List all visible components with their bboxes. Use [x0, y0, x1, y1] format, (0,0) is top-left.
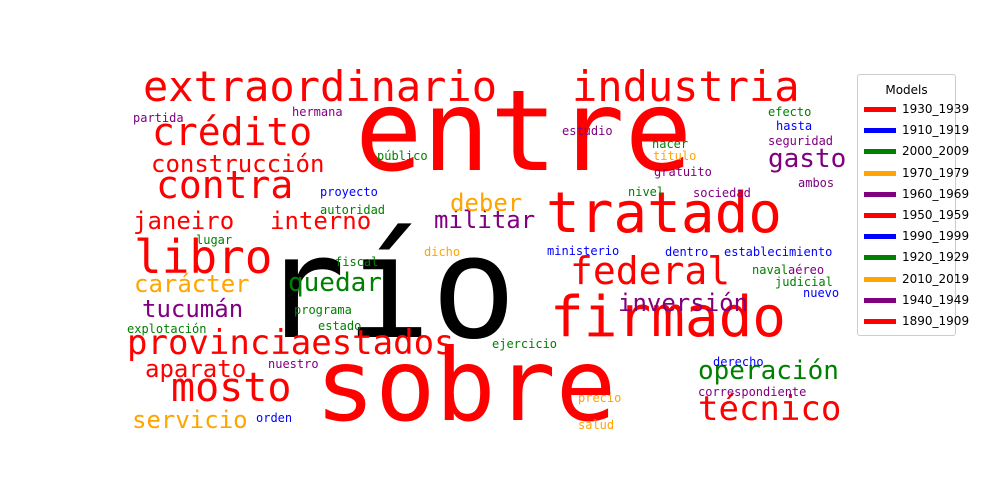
legend-item: 1990_1999: [864, 228, 969, 246]
word-40: seguridad: [768, 134, 834, 148]
legend-swatch: [864, 255, 896, 261]
word-13: provinciaestados: [127, 323, 455, 363]
legend-swatch: [864, 319, 896, 324]
legend-label: 1990_1999: [902, 229, 970, 244]
legend-item: 2010_2019: [864, 271, 969, 289]
word-9: libro: [134, 230, 273, 284]
word-59: precio: [578, 391, 622, 405]
word-57: derecho: [713, 355, 764, 369]
legend-title: Models: [885, 83, 928, 97]
word-6: industria: [572, 68, 800, 111]
word-21: tucumán: [142, 295, 244, 323]
word-44: ministerio: [547, 244, 620, 258]
legend-label: 1920_1929: [902, 250, 970, 265]
legend-label: 1970_1979: [902, 165, 970, 180]
word-37: sociedad: [693, 186, 751, 200]
word-61: salud: [578, 418, 615, 432]
legend-label: 1960_1969: [902, 186, 970, 201]
word-39: hasta: [776, 119, 813, 133]
legend-swatch: [864, 213, 896, 218]
word-4: firmado: [550, 285, 787, 350]
legend-swatch: [864, 191, 896, 197]
word-36: nivel: [628, 185, 665, 199]
word-19: militar: [434, 206, 536, 234]
word-55: ejercicio: [492, 337, 558, 351]
word-56: nuestro: [268, 357, 319, 371]
word-52: programa: [294, 303, 352, 317]
word-54: explotación: [127, 322, 207, 336]
word-7: crédito: [152, 110, 313, 154]
word-5: extraordinario: [143, 68, 498, 111]
word-20: inversión: [618, 289, 749, 317]
word-45: dentro: [665, 245, 709, 259]
legend-item: 1920_1929: [864, 249, 969, 267]
legend-item: 1970_1979: [864, 165, 969, 183]
word-43: dicho: [424, 245, 461, 259]
word-11: mosto: [171, 365, 292, 411]
word-26: servicio: [132, 406, 248, 434]
word-42: lugar: [196, 233, 233, 247]
word-22: quedar: [288, 268, 382, 298]
word-30: público: [377, 149, 428, 163]
word-50: judicial: [775, 275, 833, 289]
word-15: janeiro: [133, 207, 235, 235]
word-cloud: río sobre entre tratado firmado extraordinari…: [120, 68, 855, 440]
word-1: sobre: [315, 327, 617, 440]
word-3: tratado: [546, 181, 783, 246]
word-47: fiscal: [335, 255, 379, 269]
word-2: entre: [355, 68, 693, 197]
word-28: hermana: [292, 105, 343, 119]
word-18: gasto: [768, 144, 847, 174]
legend-label: 2010_2019: [902, 271, 970, 286]
word-27: partida: [133, 111, 184, 125]
word-23: operación: [698, 356, 839, 386]
word-51: nuevo: [803, 286, 840, 300]
legend-label: 1930_1939: [902, 102, 970, 116]
legend-item: 1960_1969: [864, 186, 969, 204]
word-53: estado: [318, 319, 362, 333]
legend-swatch: [864, 297, 896, 303]
legend-swatch: [864, 234, 896, 240]
word-35: gratuito: [654, 165, 712, 179]
word-60: orden: [256, 411, 293, 425]
legend-swatch: [864, 170, 896, 176]
legend: Models 1930_1939 1910_1919 2000_2009 1970_1…: [857, 74, 969, 336]
legend-swatch: [864, 128, 896, 134]
legend-label: 1950_1959: [902, 208, 970, 222]
word-41: ambos: [798, 176, 835, 190]
legend-label: 1890_1909: [902, 314, 970, 328]
word-34: título: [653, 149, 697, 163]
word-29: estudio: [562, 124, 613, 138]
word-32: autoridad: [320, 203, 386, 217]
word-12: técnico: [698, 389, 842, 429]
word-48: naval: [752, 263, 789, 277]
legend-label: 2000_2009: [902, 144, 970, 159]
legend-item: 1940_1949: [864, 292, 969, 310]
word-24: deber: [450, 189, 523, 217]
legend-item: 1910_1919: [864, 122, 969, 140]
word-14: construcción: [151, 150, 325, 178]
word-0: río: [260, 206, 517, 371]
legend-swatch: [864, 107, 896, 112]
word-25: carácter: [134, 270, 250, 298]
legend-label: 1940_1949: [902, 292, 970, 307]
word-31: proyecto: [320, 185, 378, 199]
word-38: efecto: [768, 105, 812, 119]
word-49: aéreo: [788, 263, 825, 277]
legend-item: 1950_1959: [864, 207, 969, 225]
legend-swatch: [864, 276, 896, 282]
word-46: establecimiento: [724, 245, 833, 259]
legend-label: 1910_1919: [902, 123, 970, 138]
word-16: interno: [270, 207, 372, 235]
legend-item: 1930_1939: [864, 101, 969, 119]
word-58: correspondiente: [698, 385, 807, 399]
legend-item: 1890_1909: [864, 313, 969, 331]
word-33: hacer: [652, 137, 689, 151]
legend-item: 2000_2009: [864, 143, 969, 161]
word-17: aparato: [145, 355, 247, 383]
legend-swatch: [864, 149, 896, 155]
word-8: contra: [156, 163, 294, 207]
word-10: federal: [570, 249, 731, 293]
